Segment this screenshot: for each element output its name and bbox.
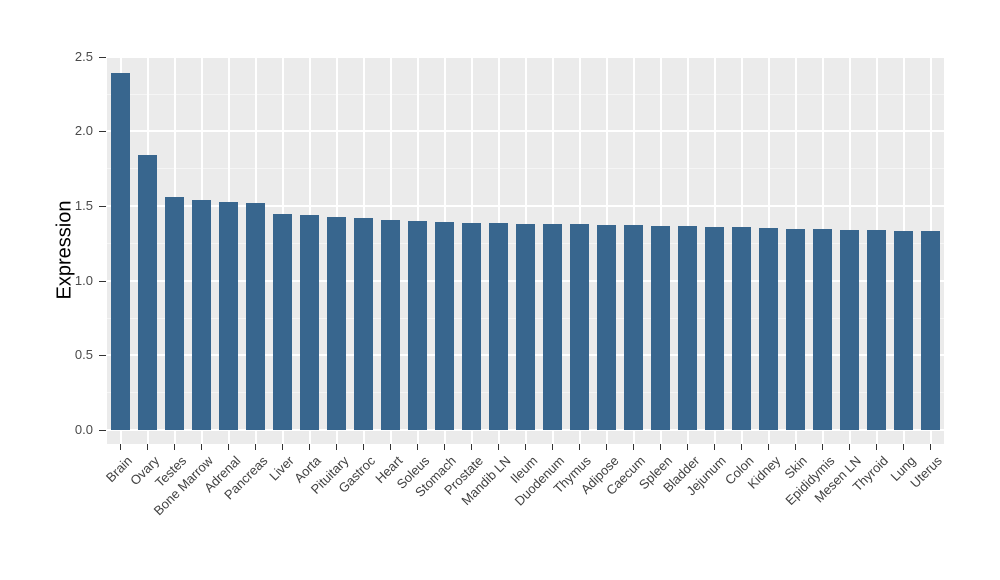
bar xyxy=(138,155,157,430)
x-tick-mark xyxy=(633,444,634,450)
y-tick-mark xyxy=(99,355,106,357)
bar xyxy=(894,230,913,430)
x-tick-mark xyxy=(660,444,661,450)
y-tick-label: 1.0 xyxy=(74,272,93,288)
x-tick-mark xyxy=(228,444,229,450)
x-tick-mark xyxy=(417,444,418,450)
x-tick-label: Liver xyxy=(266,453,298,484)
bar xyxy=(543,223,562,430)
x-tick-mark xyxy=(363,444,364,450)
y-tick-label: 2.5 xyxy=(74,48,93,64)
bar xyxy=(516,223,535,430)
x-tick-mark xyxy=(201,444,202,450)
y-tick-label: 0.5 xyxy=(74,347,93,363)
bar xyxy=(705,226,724,430)
x-tick-mark xyxy=(471,444,472,450)
bar xyxy=(759,228,778,430)
bar xyxy=(273,213,292,430)
y-tick-mark xyxy=(99,280,106,282)
x-tick-mark xyxy=(309,444,310,450)
x-tick-mark xyxy=(390,444,391,450)
x-tick-mark xyxy=(336,444,337,450)
x-tick-mark xyxy=(876,444,877,450)
x-tick-mark xyxy=(444,444,445,450)
x-tick-mark xyxy=(822,444,823,450)
bar xyxy=(678,226,697,430)
bar xyxy=(651,225,670,430)
y-tick-mark xyxy=(99,206,106,208)
bar xyxy=(327,216,346,430)
x-tick-mark xyxy=(687,444,688,450)
bar xyxy=(435,222,454,430)
bar xyxy=(786,228,805,430)
x-tick-mark xyxy=(147,444,148,450)
bar xyxy=(246,203,265,430)
bar xyxy=(192,200,211,430)
y-tick-label: 1.5 xyxy=(74,198,93,214)
x-tick-mark xyxy=(174,444,175,450)
bar xyxy=(111,73,130,430)
x-tick-mark xyxy=(525,444,526,450)
x-tick-mark xyxy=(795,444,796,450)
y-tick-label: 2.0 xyxy=(74,123,93,139)
bar xyxy=(867,230,886,430)
x-tick-mark xyxy=(255,444,256,450)
y-axis-title: Expression xyxy=(53,200,76,300)
bar xyxy=(300,215,319,430)
bar xyxy=(381,219,400,430)
x-tick-mark xyxy=(606,444,607,450)
x-tick-mark xyxy=(120,444,121,450)
x-tick-mark xyxy=(930,444,931,450)
x-tick-mark xyxy=(768,444,769,450)
y-tick-mark xyxy=(99,131,106,133)
bar xyxy=(219,201,238,430)
bar xyxy=(354,218,373,430)
bar xyxy=(840,229,859,430)
bar xyxy=(921,231,940,430)
x-tick-mark xyxy=(903,444,904,450)
y-tick-mark xyxy=(99,56,106,58)
bar xyxy=(732,227,751,430)
bar xyxy=(597,224,616,430)
x-tick-mark xyxy=(714,444,715,450)
bar xyxy=(624,225,643,430)
x-tick-mark xyxy=(498,444,499,450)
plot-panel xyxy=(107,56,944,444)
bar xyxy=(165,197,184,430)
y-tick-label: 0.0 xyxy=(74,422,93,437)
bar xyxy=(462,222,481,430)
y-tick-mark xyxy=(99,430,106,431)
x-tick-mark xyxy=(552,444,553,450)
bar xyxy=(408,220,427,430)
x-tick-mark xyxy=(741,444,742,450)
x-tick-mark xyxy=(282,444,283,450)
bar xyxy=(570,224,589,430)
bar xyxy=(813,229,832,430)
x-tick-mark xyxy=(849,444,850,450)
x-tick-mark xyxy=(579,444,580,450)
bar xyxy=(489,223,508,430)
